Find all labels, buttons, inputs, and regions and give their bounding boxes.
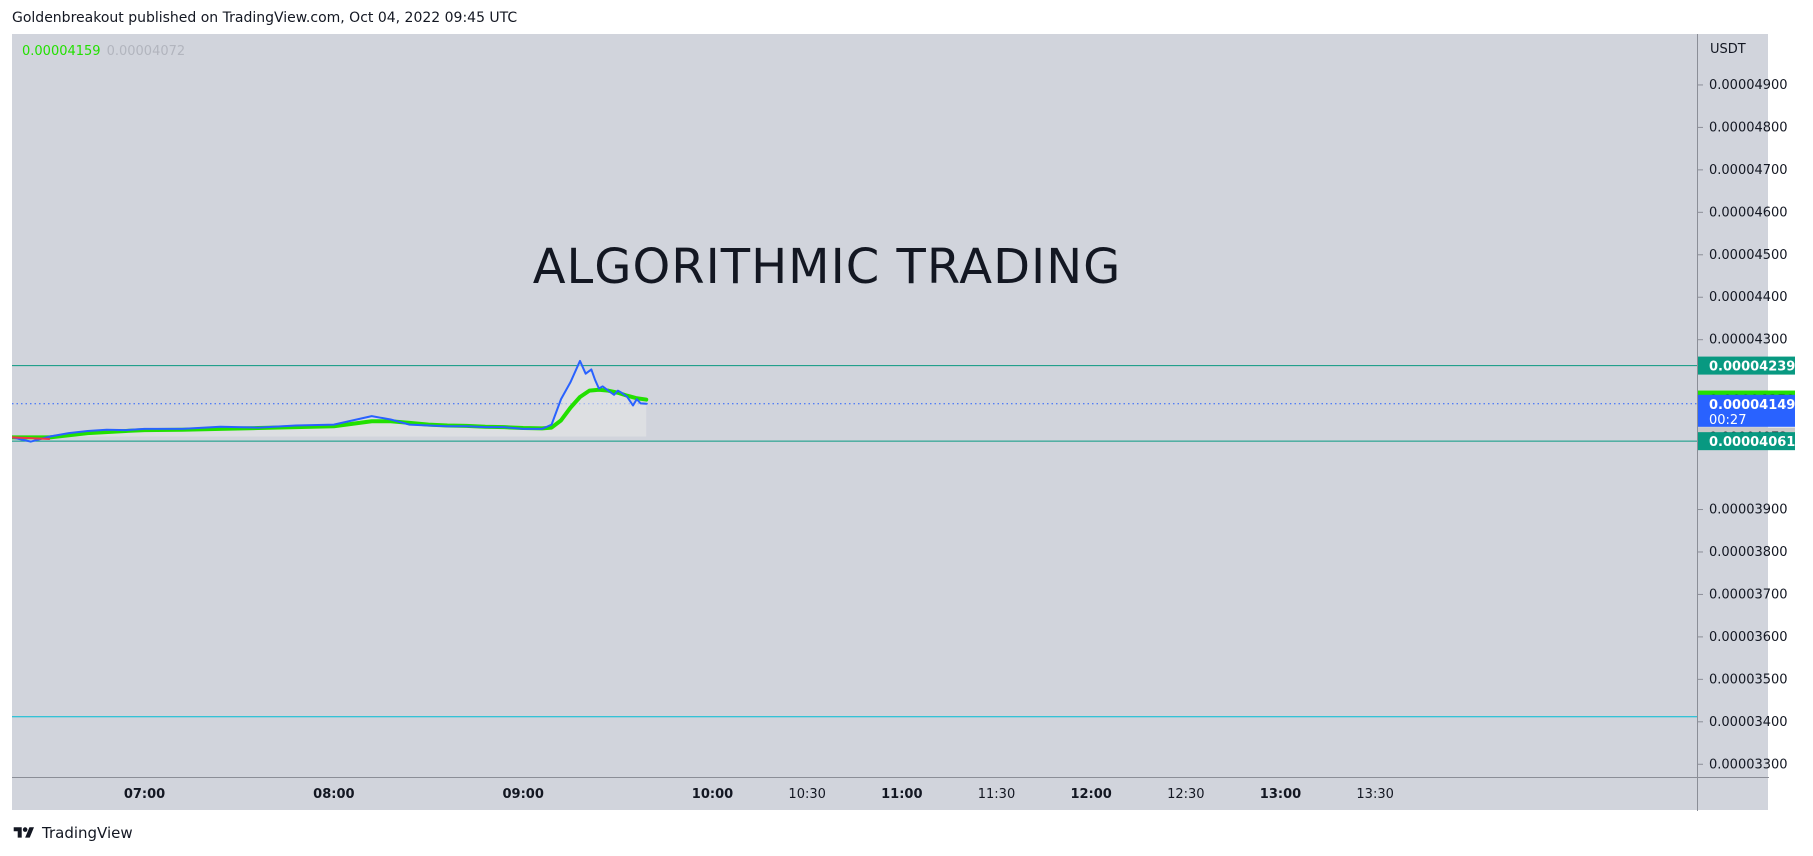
time-tick-label: 12:30 — [1167, 787, 1204, 802]
price-tick-label: 0.00004300 — [1709, 333, 1788, 348]
footer-brand[interactable]: TradingView — [12, 824, 133, 842]
price-tick-label: 0.00003500 — [1709, 672, 1788, 687]
price-badge-0: 0.00004239 — [1698, 356, 1795, 375]
price-tick-label: 0.00003800 — [1709, 545, 1788, 560]
price-tick-label: 0.00003600 — [1709, 630, 1788, 645]
footer-brand-name: TradingView — [42, 824, 133, 842]
legend-values: 0.00004159 0.00004072 — [22, 44, 185, 59]
time-tick-label: 12:00 — [1070, 787, 1111, 802]
time-axis[interactable]: 07:00 08:00 09:00 10:00 10:30 11:00 11:30 12:00… — [12, 777, 1697, 811]
price-tick-label: 0.00004500 — [1709, 248, 1788, 263]
price-tick-label: 0.00004800 — [1709, 120, 1788, 135]
legend-value-previous: 0.00004072 — [106, 44, 186, 59]
time-tick-label: 07:00 — [124, 787, 165, 802]
price-badge-bg — [1698, 356, 1795, 375]
legend-value-current: 0.00004159 — [22, 44, 101, 59]
tradingview-logo-icon — [13, 827, 34, 838]
price-tick-label: 0.00003700 — [1709, 587, 1788, 602]
price-tick-label: 0.00003900 — [1709, 503, 1788, 518]
time-tick-label: 08:00 — [313, 787, 354, 802]
price-badge-label: 0.00004149 — [1709, 398, 1795, 413]
price-axis-svg: 0.00004900 0.00004800 0.00004700 0.00004600… — [1698, 78, 1795, 772]
price-badge-4: 0.00004061 — [1698, 432, 1795, 451]
series-start-segment — [12, 436, 50, 441]
price-axis[interactable]: 0.00004900 0.00004800 0.00004700 0.00004600… — [1697, 34, 1795, 777]
price-tick-label: 0.00004700 — [1709, 163, 1788, 178]
price-badge-label: 0.00004061 — [1709, 435, 1795, 450]
chart-watermark: ALGORITHMIC TRADING — [532, 239, 1122, 295]
price-badge-countdown: 00:27 — [1709, 413, 1746, 428]
price-unit-label: USDT — [1710, 42, 1746, 57]
chart-plot-area[interactable]: 0.00004159 0.00004072 ALGORITHMIC TRADING — [12, 34, 1697, 777]
time-tick-label: 13:00 — [1260, 787, 1301, 802]
price-tick-label: 0.00003400 — [1709, 715, 1788, 730]
price-tick-label: 0.00004600 — [1709, 205, 1788, 220]
chart-svg[interactable] — [12, 34, 1697, 777]
price-badge-bg — [1698, 394, 1795, 427]
time-tick-label: 11:30 — [978, 787, 1015, 802]
publish-info: Goldenbreakout published on TradingView.… — [12, 10, 518, 26]
price-tick-label: 0.00004400 — [1709, 290, 1788, 305]
price-tick-label: 0.00004900 — [1709, 78, 1788, 93]
time-tick-label: 10:30 — [788, 787, 825, 802]
chart-frame[interactable]: 0.00004159 0.00004072 ALGORITHMIC TRADING… — [12, 34, 1795, 811]
time-tick-label: 09:00 — [502, 787, 543, 802]
time-tick-label: 10:00 — [692, 787, 733, 802]
series-line-price[interactable] — [12, 359, 648, 443]
time-tick-label: 13:30 — [1356, 787, 1393, 802]
time-axis-svg: 07:00 08:00 09:00 10:00 10:30 11:00 11:30 12:00… — [124, 787, 1394, 802]
price-badge-bg — [1698, 432, 1795, 451]
price-tick-label: 0.00003300 — [1709, 757, 1788, 772]
time-tick-label: 11:00 — [881, 787, 922, 802]
price-badge-label: 0.00004239 — [1709, 360, 1795, 375]
axis-corner — [1697, 777, 1769, 811]
